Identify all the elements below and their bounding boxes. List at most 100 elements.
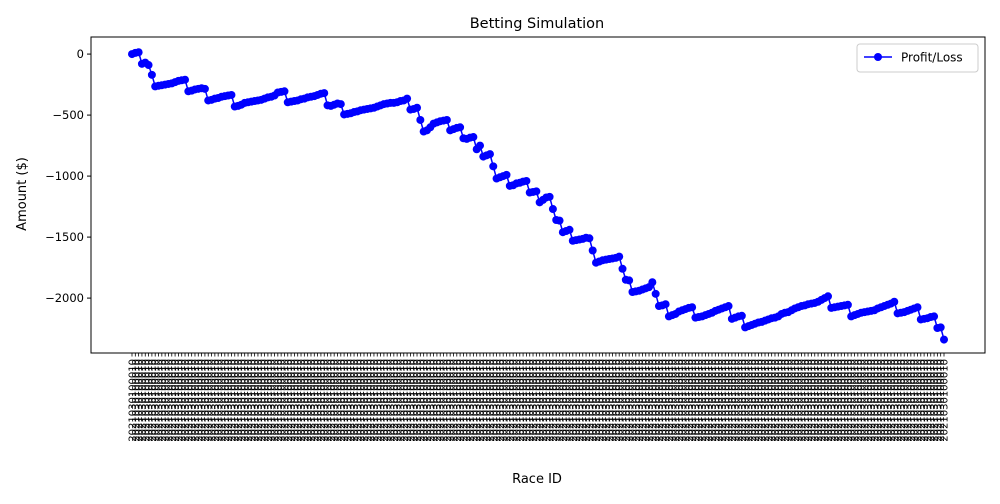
x-tick-label: 2021030100010 [804,359,815,442]
x-tick-label: 2021030100010 [764,359,775,442]
x-tick-label: 2021030100010 [770,359,781,442]
x-tick-label: 2021030100010 [260,359,271,442]
x-tick-label: 2021030100010 [674,359,685,442]
x-tick-label: 2021030100010 [379,359,390,442]
x-tick-label: 2021030100010 [485,359,496,442]
x-tick-label: 2021030100010 [250,359,261,442]
x-tick-label: 2021030100010 [595,359,606,442]
x-tick-label: 2021030100010 [144,359,155,442]
x-tick-label: 2021030100010 [502,359,513,442]
x-tick-label: 2021030100010 [548,359,559,442]
x-tick-label: 2021030100010 [253,359,264,442]
x-tick-label: 2021030100010 [147,359,158,442]
x-tick-label: 2021030100010 [751,359,762,442]
x-tick-label: 2021030100010 [522,359,533,442]
x-tick-label: 2021030100010 [830,359,841,442]
x-tick-label: 2021030100010 [625,359,636,442]
data-point [147,70,156,79]
x-tick-label: 2021030100010 [535,359,546,442]
x-tick-label: 2021030100010 [754,359,765,442]
y-ticks: 0 −500 −1000 −1500 −2000 [45,47,91,305]
x-tick-label: 2021030100010 [605,359,616,442]
data-point [442,115,451,124]
x-tick-label: 2021030100010 [648,359,659,442]
data-point [843,300,852,309]
x-tick-label: 2021030100010 [867,359,878,442]
x-tick-label: 2021030100010 [515,359,526,442]
x-tick-label: 2021030100010 [800,359,811,442]
x-tick-label: 2021030100010 [273,359,284,442]
x-tick-label: 2021030100010 [565,359,576,442]
x-tick-label: 2021030100010 [568,359,579,442]
x-tick-label: 2021030100010 [555,359,566,442]
x-tick-label: 2021030100010 [860,359,871,442]
data-point [585,234,594,243]
x-tick-label: 2021030100010 [449,359,460,442]
x-tick-label: 2021030100010 [601,359,612,442]
x-tick-label: 2021030100010 [910,359,921,442]
x-tick-label: 2021030100010 [840,359,851,442]
x-tick-label: 2021030100010 [257,359,268,442]
x-tick-label: 2021030100010 [853,359,864,442]
x-tick-label: 2021030100010 [340,359,351,442]
data-point [403,94,412,103]
chart-title: Betting Simulation [470,16,605,32]
x-tick-label: 2021030100010 [446,359,457,442]
y-tick-label: −1500 [45,230,84,244]
x-tick-label: 2021030100010 [452,359,463,442]
data-point [618,264,627,273]
x-tick-label: 2021030100010 [787,359,798,442]
x-tick-label: 2021030100010 [489,359,500,442]
x-tick-label: 2021030100010 [336,359,347,442]
x-tick-label: 2021030100010 [300,359,311,442]
x-tick-label: 2021030100010 [542,359,553,442]
x-tick-label: 2021030100010 [224,359,235,442]
data-point [737,311,746,320]
x-tick-label: 2021030100010 [641,359,652,442]
data-point [890,297,899,306]
x-tick-label: 2021030100010 [810,359,821,442]
x-tick-label: 2021030100010 [386,359,397,442]
x-tick-label: 2021030100010 [333,359,344,442]
x-tick-label: 2021030100010 [330,359,341,442]
x-tick-label: 2021030100010 [545,359,556,442]
x-tick-label: 2021030100010 [230,359,241,442]
data-point [200,84,209,93]
x-tick-label: 2021030100010 [323,359,334,442]
x-tick-label: 2021030100010 [936,359,947,442]
data-point [320,89,329,98]
x-tick-label: 2021030100010 [462,359,473,442]
x-tick-label: 2021030100010 [197,359,208,442]
x-tick-label: 2021030100010 [194,359,205,442]
x-ticks: 2021030100010202103010001020210301000102… [128,353,951,442]
x-tick-label: 2021030100010 [234,359,245,442]
x-tick-label: 2021030100010 [303,359,314,442]
x-tick-label: 2021030100010 [280,359,291,442]
x-tick-label: 2021030100010 [366,359,377,442]
x-tick-label: 2021030100010 [538,359,549,442]
data-point [548,205,557,214]
x-tick-label: 2021030100010 [184,359,195,442]
x-tick-label: 2021030100010 [631,359,642,442]
data-point [648,278,657,287]
x-tick-label: 2021030100010 [247,359,258,442]
x-tick-label: 2021030100010 [608,359,619,442]
x-tick-label: 2021030100010 [807,359,818,442]
x-tick-label: 2021030100010 [509,359,520,442]
x-tick-label: 2021030100010 [532,359,543,442]
x-tick-label: 2021030100010 [346,359,357,442]
legend: Profit/Loss [856,43,979,73]
x-tick-label: 2021030100010 [141,359,152,442]
x-tick-label: 2021030100010 [181,359,192,442]
data-point [144,61,153,70]
data-point [688,303,697,312]
x-tick-label: 2021030100010 [708,359,719,442]
x-tick-label: 2021030100010 [678,359,689,442]
x-axis-label: Race ID [512,472,562,487]
data-point [181,75,190,84]
x-tick-label: 2021030100010 [572,359,583,442]
x-tick-label: 2021030100010 [681,359,692,442]
x-tick-label: 2021030100010 [297,359,308,442]
x-tick-label: 2021030100010 [476,359,487,442]
